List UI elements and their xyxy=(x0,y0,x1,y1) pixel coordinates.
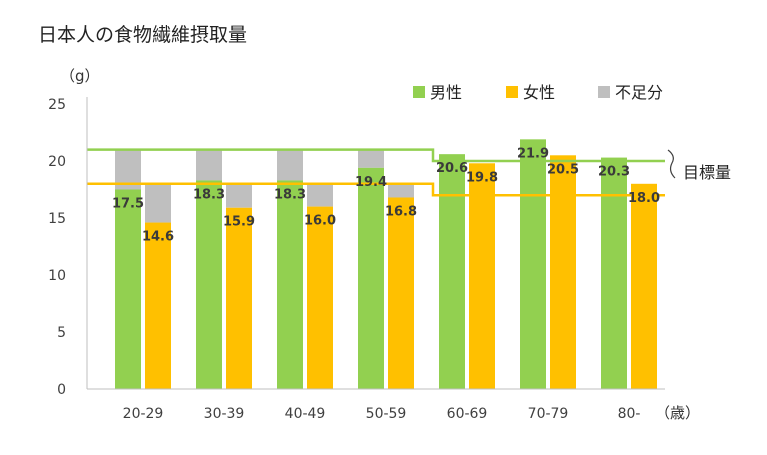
value-label-female: 18.0 xyxy=(628,191,660,206)
x-tick-label: 50-59 xyxy=(366,406,407,422)
bar-female xyxy=(145,222,171,389)
target-line-female xyxy=(87,182,665,197)
x-tick-label: 20-29 xyxy=(123,406,164,422)
bar-female xyxy=(388,197,414,389)
value-label-female: 16.0 xyxy=(304,214,336,229)
target-lines-group xyxy=(87,148,665,197)
value-label-female: 16.8 xyxy=(385,204,417,219)
value-label-female: 19.8 xyxy=(466,170,498,185)
value-label-male: 20.3 xyxy=(598,165,630,180)
bar-male xyxy=(601,157,627,389)
value-label-female: 15.9 xyxy=(223,215,255,230)
x-tick-label: 30-39 xyxy=(204,406,245,422)
y-axis-unit-label: （g） xyxy=(60,67,100,85)
x-axis-unit-label: （歳） xyxy=(655,404,700,422)
bar-shortfall-male xyxy=(358,149,384,168)
value-label-male: 19.4 xyxy=(355,175,387,190)
x-tick-label: 40-49 xyxy=(285,406,326,422)
legend-label-shortfall: 不足分 xyxy=(615,83,663,102)
bar-male xyxy=(115,189,141,389)
y-tick-label: 0 xyxy=(57,382,66,398)
bar-female xyxy=(307,206,333,389)
bar-female xyxy=(631,183,657,389)
y-tick-label: 20 xyxy=(48,154,66,170)
y-axis-ticks: 0 5 10 15 20 25 xyxy=(48,97,66,398)
value-labels-group: 17.5 14.6 18.3 15.9 18.3 16.0 19.4 16.8 20.619.8… xyxy=(112,146,660,244)
bar-shortfall-female xyxy=(388,183,414,198)
target-line-male xyxy=(87,148,665,163)
bar-female xyxy=(226,207,252,389)
target-brace-icon xyxy=(667,149,676,179)
value-label-female: 20.5 xyxy=(547,162,579,177)
value-label-male: 18.3 xyxy=(193,187,225,202)
bar-male xyxy=(439,154,465,389)
value-label-male: 18.3 xyxy=(274,187,306,202)
value-label-female: 14.6 xyxy=(142,230,174,245)
y-tick-label: 15 xyxy=(48,211,66,227)
bar-female xyxy=(469,163,495,389)
bar-male xyxy=(520,139,546,389)
legend-label-male: 男性 xyxy=(430,83,462,102)
value-label-male: 20.6 xyxy=(436,161,468,176)
legend-label-female: 女性 xyxy=(523,83,555,102)
x-tick-label: 80- xyxy=(618,406,641,422)
bars-group xyxy=(115,139,657,389)
chart-title: 日本人の食物繊維摂取量 xyxy=(38,24,247,46)
legend: 男性 女性 不足分 xyxy=(413,83,663,102)
y-tick-label: 10 xyxy=(48,268,66,284)
value-label-male: 17.5 xyxy=(112,197,144,212)
bar-male xyxy=(196,180,222,389)
target-label: 目標量 xyxy=(683,163,731,182)
legend-swatch-shortfall xyxy=(598,86,610,98)
x-axis-ticks: 20-29 30-39 40-49 50-59 60-69 70-79 80- xyxy=(123,406,641,422)
y-tick-label: 5 xyxy=(57,325,66,341)
bar-male xyxy=(277,180,303,389)
legend-swatch-male xyxy=(413,86,425,98)
bar-shortfall-female xyxy=(226,183,252,208)
bar-shortfall-male xyxy=(277,149,303,181)
bar-shortfall-female xyxy=(145,183,171,223)
value-label-male: 21.9 xyxy=(517,146,549,161)
target-annotation: 目標量 xyxy=(667,149,731,182)
bar-female xyxy=(550,155,576,389)
x-tick-label: 70-79 xyxy=(528,406,569,422)
bar-male xyxy=(358,167,384,389)
y-tick-label: 25 xyxy=(48,97,66,113)
legend-swatch-female xyxy=(506,86,518,98)
bar-shortfall-male xyxy=(196,149,222,181)
x-tick-label: 60-69 xyxy=(447,406,488,422)
bar-shortfall-female xyxy=(307,183,333,207)
